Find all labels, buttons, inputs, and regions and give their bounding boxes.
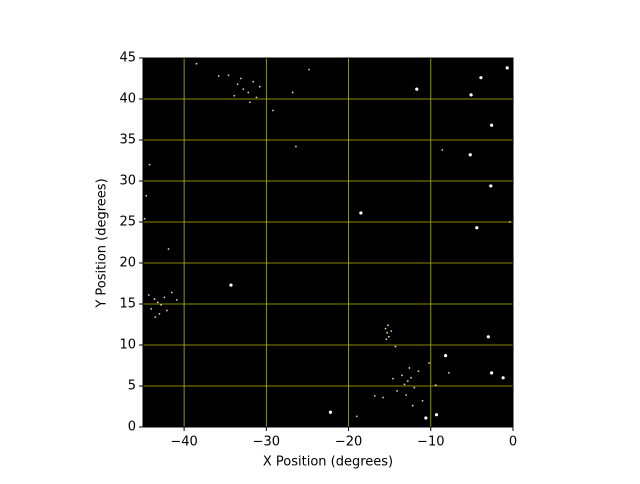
x-tick-label: −30 xyxy=(253,435,280,450)
x-axis-label: X Position (degrees) xyxy=(263,455,393,470)
star-point xyxy=(384,327,387,330)
star-point xyxy=(505,66,509,70)
star-point xyxy=(410,376,412,379)
y-tick-label: 40 xyxy=(119,92,136,107)
star-point xyxy=(434,384,437,387)
star-point xyxy=(386,331,389,334)
star-point xyxy=(148,163,151,166)
star-point xyxy=(170,291,173,294)
star-point xyxy=(417,370,420,373)
star-point xyxy=(229,283,233,287)
star-point xyxy=(413,386,416,389)
x-tick-label: −20 xyxy=(335,435,362,450)
star-point xyxy=(145,194,148,197)
star-point xyxy=(441,148,444,151)
star-point xyxy=(373,394,376,397)
star-point xyxy=(154,316,157,319)
star-point xyxy=(167,248,170,250)
star-point xyxy=(424,416,428,420)
star-point xyxy=(359,211,363,215)
star-point xyxy=(163,296,166,299)
star-point xyxy=(405,394,408,396)
star-point xyxy=(390,330,393,332)
star-point xyxy=(153,298,156,300)
y-tick-label: 45 xyxy=(119,51,136,66)
y-tick-label: 5 xyxy=(128,379,136,394)
star-point xyxy=(233,94,236,97)
star-point xyxy=(165,309,168,312)
star-point xyxy=(247,91,250,94)
star-point xyxy=(308,68,310,71)
star-point xyxy=(443,354,448,358)
star-point xyxy=(490,371,494,375)
star-point xyxy=(242,88,245,91)
plot-background xyxy=(143,58,513,427)
star-point xyxy=(447,371,450,374)
star-point xyxy=(501,376,505,380)
y-axis-label: Y Position (degrees) xyxy=(95,178,110,308)
star-point xyxy=(217,75,220,77)
y-tick-label: 30 xyxy=(119,174,136,189)
x-tick-label: 0 xyxy=(509,435,517,450)
star-point xyxy=(272,109,274,112)
star-point xyxy=(490,123,494,127)
star-point xyxy=(387,335,390,338)
star-point xyxy=(158,312,161,315)
star-point xyxy=(468,153,472,157)
star-point xyxy=(239,77,242,80)
star-point xyxy=(489,184,493,188)
star-point xyxy=(401,374,403,377)
star-point xyxy=(387,324,389,327)
star-point xyxy=(295,145,297,148)
y-tick-label: 25 xyxy=(119,215,136,230)
star-point xyxy=(143,217,146,220)
star-point xyxy=(408,367,411,369)
star-point xyxy=(406,380,409,382)
star-point xyxy=(258,85,261,88)
y-tick-label: 10 xyxy=(119,338,136,353)
y-tick-label: 0 xyxy=(128,420,136,435)
x-tick-label: −40 xyxy=(170,435,197,450)
star-point xyxy=(403,383,406,386)
star-point xyxy=(434,413,439,417)
star-point xyxy=(227,74,230,77)
star-point xyxy=(150,308,153,310)
star-point xyxy=(394,345,397,348)
star-point xyxy=(475,226,479,230)
star-point xyxy=(255,96,258,99)
star-point xyxy=(156,301,159,304)
star-point xyxy=(508,221,511,223)
star-point xyxy=(479,76,483,80)
star-point xyxy=(147,294,150,296)
star-point xyxy=(411,404,414,407)
star-point xyxy=(385,338,388,341)
star-point xyxy=(392,377,394,380)
star-point xyxy=(248,101,251,104)
star-point xyxy=(415,87,419,91)
star-point xyxy=(195,62,198,65)
x-tick-label: −10 xyxy=(417,435,444,450)
y-tick-label: 15 xyxy=(119,297,136,312)
star-point xyxy=(382,396,384,399)
star-point xyxy=(328,410,333,414)
plot-frame xyxy=(142,57,514,428)
y-tick-label: 20 xyxy=(119,256,136,271)
star-point xyxy=(175,299,178,301)
star-point xyxy=(252,80,255,83)
star-point xyxy=(421,399,424,402)
star-point xyxy=(160,303,162,306)
star-point xyxy=(396,390,398,392)
star-point xyxy=(486,335,490,339)
star-point xyxy=(291,91,294,94)
star-point xyxy=(236,83,239,86)
star-point xyxy=(355,415,358,418)
y-tick-label: 35 xyxy=(119,133,136,148)
star-point xyxy=(469,93,473,97)
star-point xyxy=(428,362,431,364)
